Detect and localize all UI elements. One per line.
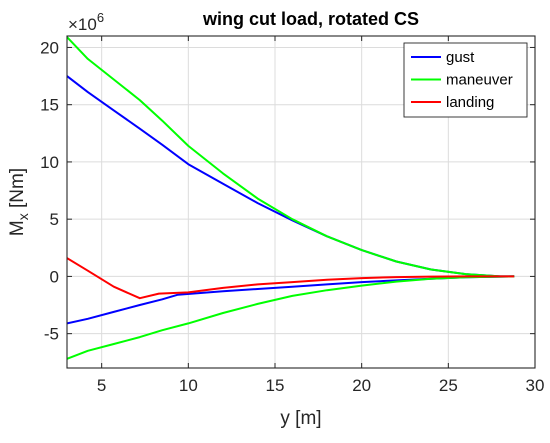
y-axis-label: Mx [Nm] [7, 168, 31, 236]
x-tick-label: 5 [97, 376, 106, 395]
series-line-maneuver [67, 36, 515, 278]
y-tick-label: 15 [40, 96, 59, 115]
x-tick-label: 20 [352, 376, 371, 395]
series-line-landing [67, 257, 515, 300]
y-axis-label-sub: x [15, 213, 31, 220]
y-axis-label-main: M [7, 220, 28, 236]
chart-title: wing cut load, rotated CS [202, 9, 419, 29]
legend-label-gust: gust [446, 49, 475, 66]
series-line-maneuver [67, 275, 515, 360]
series-layer [67, 36, 515, 360]
y-tick-label: -5 [44, 325, 59, 344]
x-tick-label: 15 [266, 376, 285, 395]
y-tick-label: 10 [40, 153, 59, 172]
y-exponent-base: ×10 [68, 15, 97, 34]
y-axis-label-unit: [Nm] [7, 168, 28, 213]
y-tick-label: 0 [50, 267, 59, 286]
y-tick-label: 5 [50, 210, 59, 229]
x-tick-label: 10 [179, 376, 198, 395]
ticks: 5 10 15 20 25 30 -5 0 5 10 15 20 [40, 36, 544, 395]
legend: gust maneuver landing [403, 42, 528, 118]
x-tick-label: 30 [526, 376, 545, 395]
y-exponent-label: ×106 [68, 10, 104, 34]
series-clip-group [67, 36, 515, 360]
y-exponent-power: 6 [97, 10, 104, 25]
legend-label-maneuver: maneuver [446, 72, 513, 89]
plot-area-frame [66, 35, 536, 369]
x-tick-label: 25 [439, 376, 458, 395]
x-axis-label: y [m] [280, 408, 321, 429]
y-tick-label: 20 [40, 38, 59, 57]
series-line-gust [67, 275, 515, 325]
legend-label-landing: landing [446, 94, 494, 111]
axes [66, 35, 536, 369]
